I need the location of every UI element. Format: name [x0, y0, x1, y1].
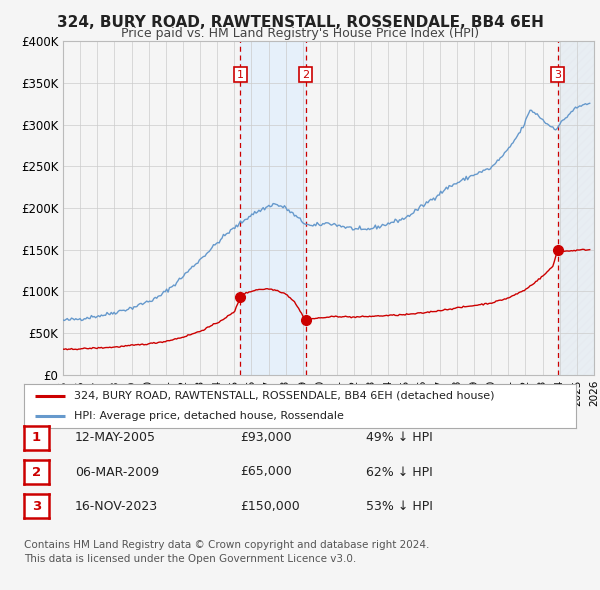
Bar	[557, 41, 594, 375]
Text: 1: 1	[32, 431, 41, 444]
Text: £150,000: £150,000	[240, 500, 300, 513]
Bar	[557, 41, 594, 375]
Text: £65,000: £65,000	[240, 466, 292, 478]
Text: 1: 1	[237, 70, 244, 80]
Text: Contains HM Land Registry data © Crown copyright and database right 2024.
This d: Contains HM Land Registry data © Crown c…	[24, 540, 430, 564]
Text: Price paid vs. HM Land Registry's House Price Index (HPI): Price paid vs. HM Land Registry's House …	[121, 27, 479, 40]
Text: £93,000: £93,000	[240, 431, 292, 444]
Text: 12-MAY-2005: 12-MAY-2005	[75, 431, 156, 444]
Text: 62% ↓ HPI: 62% ↓ HPI	[366, 466, 433, 478]
Text: 324, BURY ROAD, RAWTENSTALL, ROSSENDALE, BB4 6EH: 324, BURY ROAD, RAWTENSTALL, ROSSENDALE,…	[56, 15, 544, 30]
Text: 49% ↓ HPI: 49% ↓ HPI	[366, 431, 433, 444]
Text: 2: 2	[302, 70, 309, 80]
Text: 53% ↓ HPI: 53% ↓ HPI	[366, 500, 433, 513]
Text: 3: 3	[554, 70, 561, 80]
Text: HPI: Average price, detached house, Rossendale: HPI: Average price, detached house, Ross…	[74, 411, 344, 421]
Text: 2: 2	[32, 466, 41, 478]
Text: 16-NOV-2023: 16-NOV-2023	[75, 500, 158, 513]
Text: 06-MAR-2009: 06-MAR-2009	[75, 466, 159, 478]
Text: 3: 3	[32, 500, 41, 513]
Text: 324, BURY ROAD, RAWTENSTALL, ROSSENDALE, BB4 6EH (detached house): 324, BURY ROAD, RAWTENSTALL, ROSSENDALE,…	[74, 391, 494, 401]
Bar	[241, 41, 306, 375]
